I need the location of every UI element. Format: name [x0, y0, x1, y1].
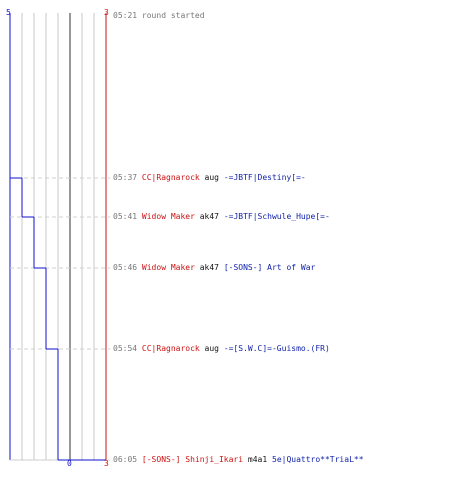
killer-name: CC|Ragnarock	[141, 344, 200, 353]
victim-name: -=JBTF|Schwule_Hupe[=-	[223, 212, 330, 221]
red-team-end-count: 3	[104, 459, 109, 468]
blue-team-start-count: 5	[6, 8, 11, 17]
event-time: 05:21	[113, 11, 138, 20]
event-status: round started	[141, 11, 205, 20]
killer-name: Widow Maker	[141, 263, 195, 272]
weapon-name: aug	[204, 173, 219, 182]
weapon-name: m4a1	[247, 455, 268, 464]
killer-name: Widow Maker	[141, 212, 195, 221]
killer-name: [-SONS-] Shinji_Ikari	[141, 455, 244, 464]
event-time: 05:46	[113, 263, 138, 272]
weapon-name: ak47	[199, 212, 219, 221]
victim-name: 5e|Quattro**TriaL**	[272, 455, 364, 464]
round-start-event: 05:21 round started	[113, 11, 205, 21]
victim-name: -=[S.W.C]=-Guismo.(FR)	[223, 344, 330, 353]
kill-event: 06:05 [-SONS-] Shinji_Ikari m4a1 5e|Quat…	[113, 455, 364, 465]
kill-event: 05:41 Widow Maker ak47 -=JBTF|Schwule_Hu…	[113, 212, 330, 222]
event-time: 05:54	[113, 344, 138, 353]
red-team-start-count: 3	[104, 8, 109, 17]
event-time: 05:37	[113, 173, 138, 182]
victim-name: -=JBTF|Destiny[=-	[223, 173, 306, 182]
kill-event: 05:46 Widow Maker ak47 [-SONS-] Art of W…	[113, 263, 315, 273]
weapon-name: aug	[204, 344, 219, 353]
victim-name: [-SONS-] Art of War	[223, 263, 316, 272]
event-time: 05:41	[113, 212, 138, 221]
kill-event: 05:54 CC|Ragnarock aug -=[S.W.C]=-Guismo…	[113, 344, 330, 354]
event-time: 06:05	[113, 455, 138, 464]
weapon-name: ak47	[199, 263, 219, 272]
killer-name: CC|Ragnarock	[141, 173, 200, 182]
kill-event: 05:37 CC|Ragnarock aug -=JBTF|Destiny[=-	[113, 173, 306, 183]
blue-team-end-count: 0	[67, 459, 72, 468]
